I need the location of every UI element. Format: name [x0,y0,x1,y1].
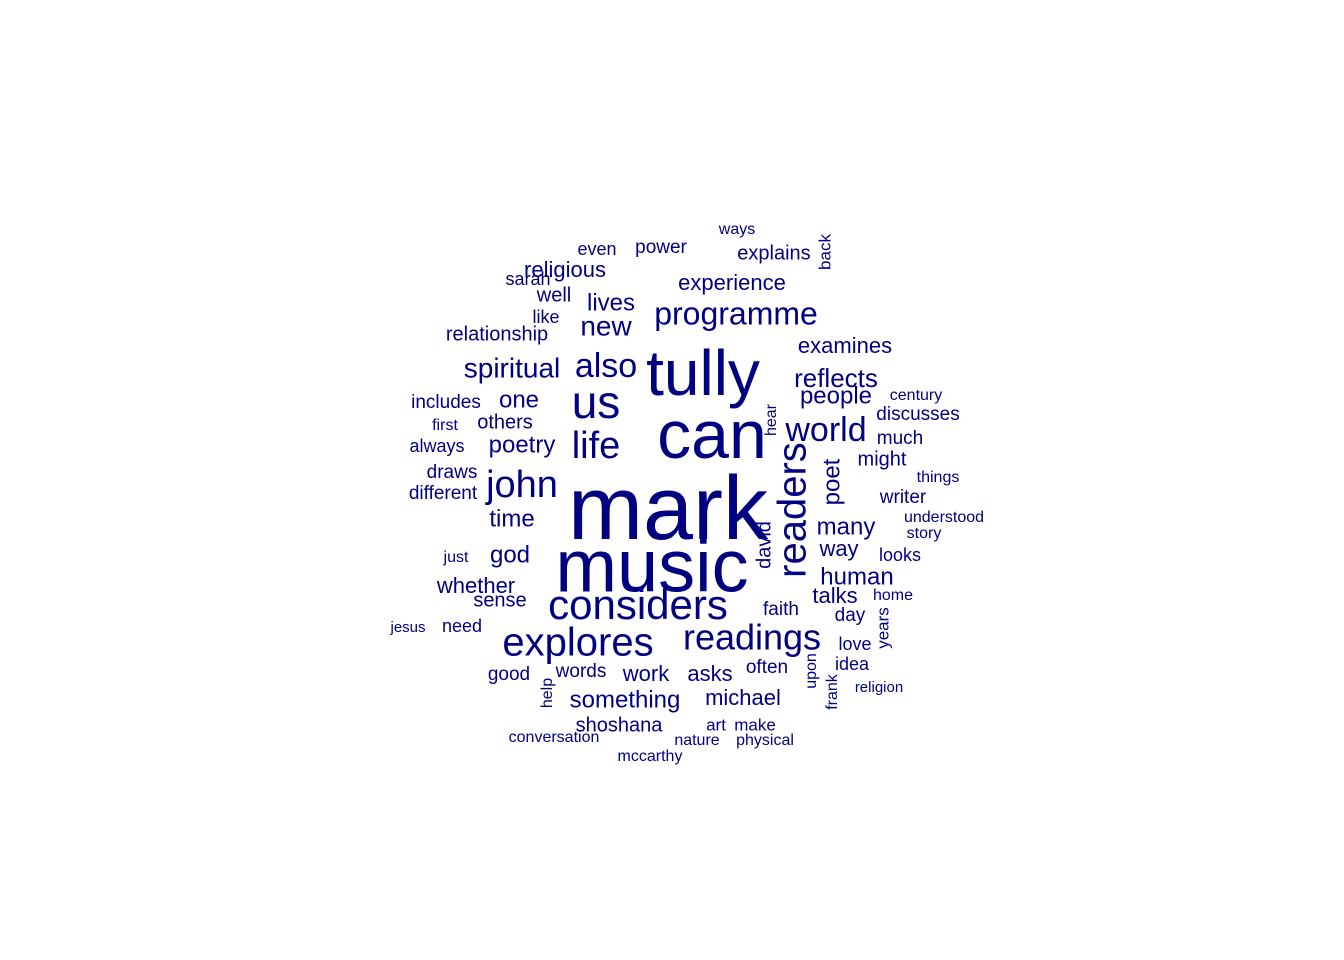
word-lives: lives [587,289,635,316]
word-mark: mark [568,459,769,559]
word-shoshana: shoshana [576,714,664,736]
word-michael: michael [705,685,781,710]
word-like: like [532,307,559,327]
word-includes: includes [411,392,481,413]
word-discusses: discusses [876,404,959,425]
word-understood: understood [904,509,984,526]
word-spiritual: spiritual [464,352,560,383]
word-hear: hear [763,403,780,436]
word-draws: draws [427,462,478,483]
word-others: others [477,411,533,433]
word-home: home [873,587,913,604]
word-experience: experience [678,270,786,295]
word-way: way [818,536,858,561]
word-also: also [575,347,637,385]
word-idea: idea [835,654,870,674]
word-back: back [815,234,834,270]
word-good: good [488,664,530,685]
word-things: things [917,469,960,486]
word-david: david [753,521,775,569]
word-sarah: sarah [505,269,550,289]
word-music: music [555,525,748,608]
word-day: day [835,605,866,626]
word-explains: explains [737,242,810,264]
word-relationship: relationship [446,323,548,345]
word-art: art [706,715,726,734]
word-explores: explores [502,621,653,665]
word-poet: poet [818,458,845,505]
word-might: might [858,448,907,470]
word-john: john [485,464,558,506]
word-love: love [838,634,871,654]
word-time: time [489,505,534,532]
word-work: work [622,661,670,686]
word-well: well [536,284,571,306]
word-much: much [877,428,923,449]
word-reflects: reflects [794,363,878,393]
word-years: years [873,607,892,649]
word-something: something [570,686,681,713]
word-make: make [734,715,776,734]
word-new: new [580,310,632,341]
word-frank: frank [824,673,841,710]
word-upon: upon [803,653,820,689]
word-nature: nature [674,732,719,749]
word-tully: tully [646,337,760,409]
word-poetry: poetry [489,431,556,458]
word-human: human [820,563,893,590]
word-need: need [442,616,482,636]
word-always: always [409,436,464,456]
word-mccarthy: mccarthy [618,748,683,765]
word-readers: readers [771,442,815,578]
word-sense: sense [473,589,526,611]
word-programme: programme [654,295,818,331]
word-world: world [784,411,866,449]
word-physical: physical [736,732,794,749]
word-god: god [490,541,530,568]
word-writer: writer [879,487,927,508]
word-examines: examines [798,333,892,358]
word-story: story [907,525,942,542]
word-people: people [800,382,872,409]
word-talks: talks [812,583,857,608]
word-life: life [572,425,621,467]
word-many: many [817,513,876,540]
word-can: can [657,397,767,473]
word-one: one [499,386,539,413]
word-different: different [409,483,478,504]
word-often: often [746,657,788,678]
word-conversation: conversation [509,729,600,746]
word-words: words [555,661,607,682]
word-faith: faith [763,599,799,620]
word-century: century [890,387,942,404]
word-even: even [577,239,616,259]
word-us: us [572,376,621,428]
word-religion: religion [855,679,903,696]
word-first: first [432,417,458,434]
word-looks: looks [879,545,921,565]
word-help: help [539,678,556,708]
word-jesus: jesus [389,619,425,636]
word-ways: ways [718,221,755,238]
word-power: power [635,237,687,258]
word-asks: asks [687,661,732,686]
word-considers: considers [548,581,728,628]
word-whether: whether [436,573,515,598]
word-readings: readings [683,617,821,658]
word-religious: religious [524,257,606,282]
word-just: just [443,549,469,566]
